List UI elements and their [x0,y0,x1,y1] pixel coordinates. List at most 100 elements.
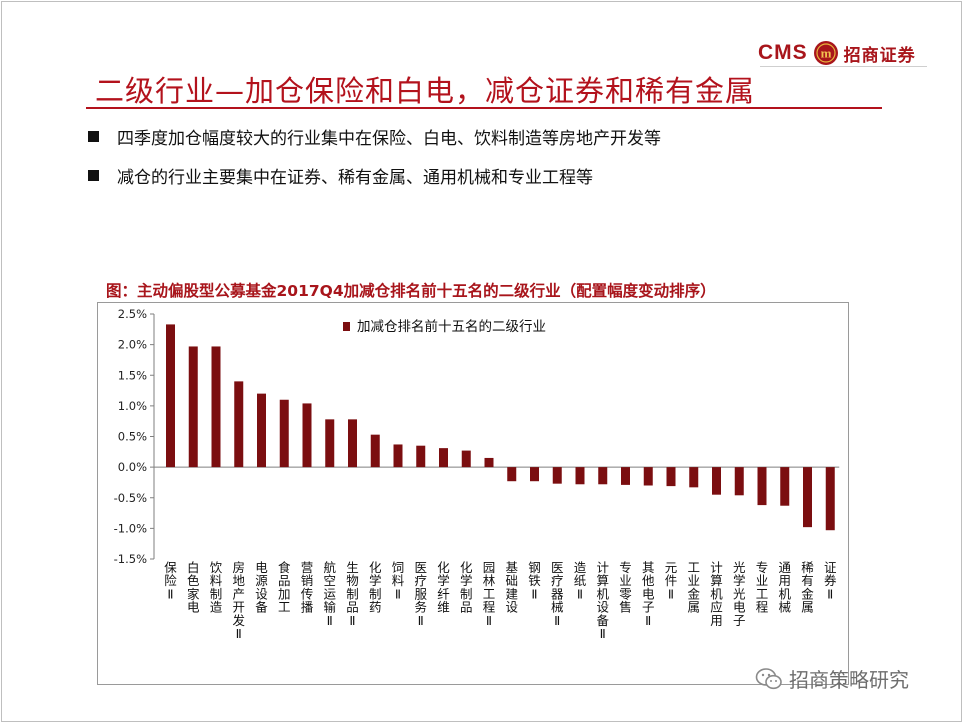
x-tick-char: 保 [164,560,177,575]
x-tick-char: 制 [346,586,359,601]
x-tick-char: 造 [574,560,587,575]
bar [575,467,585,485]
x-tick-char: 学 [369,573,382,588]
x-tick-char: Ⅱ [486,613,492,628]
x-tick-char: 钢 [528,560,541,575]
x-tick-char: 通 [778,560,791,575]
x-tick-char: 子 [642,600,655,615]
x-tick-char: 电 [187,600,200,615]
bar [825,467,835,531]
x-tick-char: 食 [278,560,291,575]
x-tick-char: 业 [756,573,769,588]
x-tick-char: Ⅱ [668,586,674,601]
x-tick-char: 园 [483,560,496,575]
legend-swatch [343,322,350,331]
company-logo: CMS m 招商证券 [758,38,916,68]
x-tick-char: 子 [733,613,746,628]
x-tick-char: 料 [210,573,223,588]
x-tick-char: 机 [778,586,791,601]
x-tick-char: 药 [369,600,382,615]
x-tick-label: 饮料制造 [210,560,223,615]
x-tick-char: 学 [437,573,450,588]
bar [348,419,357,468]
x-tick-char: 程 [483,600,496,615]
bar [530,467,539,482]
bar [416,445,426,468]
x-tick-char: Ⅱ [236,626,242,641]
y-tick-label: -0.5% [114,491,147,505]
page-title: 二级行业—加仓保险和白电，减仓证券和稀有金属 [95,74,756,108]
x-tick-char: Ⅱ [554,613,560,628]
x-tick-char: 证 [824,560,837,575]
wechat-icon [755,667,782,689]
bullet-square-icon [88,131,99,142]
x-tick-char: 专 [619,560,632,575]
x-tick-char: 化 [437,560,450,575]
bullet-text: 减仓的行业主要集中在证券、稀有金属、通用机械和专业工程等 [117,168,593,188]
bar [643,467,653,486]
x-tick-char: 学 [733,573,746,588]
x-tick-char: 件 [665,573,678,588]
x-tick-char: 用 [710,613,723,628]
x-tick-char: 基 [505,560,518,575]
x-tick-char: 元 [665,560,678,575]
watermark-text: 招商策略研究 [789,668,909,692]
bullet-square-icon [88,170,99,181]
x-tick-char: 械 [778,600,791,615]
x-tick-char: 工 [278,600,291,615]
x-tick-char: 应 [710,600,723,615]
bar [257,393,266,468]
logo-underline [760,66,927,67]
x-tick-char: Ⅱ [531,586,537,601]
bar [302,403,312,468]
x-tick-char: 制 [460,586,473,601]
x-tick-char: 业 [687,573,700,588]
x-tick-char: 机 [596,586,609,601]
logo-brand-text: CMS [758,41,808,64]
x-tick-char: 铁 [528,573,541,588]
x-tick-char: 光 [733,560,746,575]
bar [279,399,289,468]
x-tick-char: 算 [596,573,609,588]
bar [166,324,175,468]
logo-badge-icon: m [813,41,838,65]
y-tick-label: 1.5% [118,368,147,382]
x-tick-char: 饮 [210,560,223,575]
x-tick-char: 金 [687,586,700,601]
x-tick-char: 化 [369,560,382,575]
bar [734,467,744,496]
x-tick-char: 加 [278,586,291,601]
bar [621,467,630,485]
x-tick-char: 输 [323,600,336,615]
bar [780,467,790,506]
bar [689,467,699,488]
x-tick-char: 生 [346,560,359,575]
x-tick-char: 发 [232,613,245,628]
x-tick-char: 设 [596,600,609,615]
x-tick-char: 品 [460,600,473,615]
x-tick-char: 传 [301,586,314,601]
x-tick-char: 工 [756,586,769,601]
x-tick-char: 工 [483,586,496,601]
x-tick-char: Ⅱ [577,586,583,601]
x-tick-char: 医 [551,560,564,575]
x-tick-char: 业 [619,573,632,588]
x-tick-char: 用 [778,573,791,588]
x-tick-char: 色 [187,573,200,588]
x-tick-char: 建 [505,586,518,601]
x-tick-char: 器 [551,586,564,601]
